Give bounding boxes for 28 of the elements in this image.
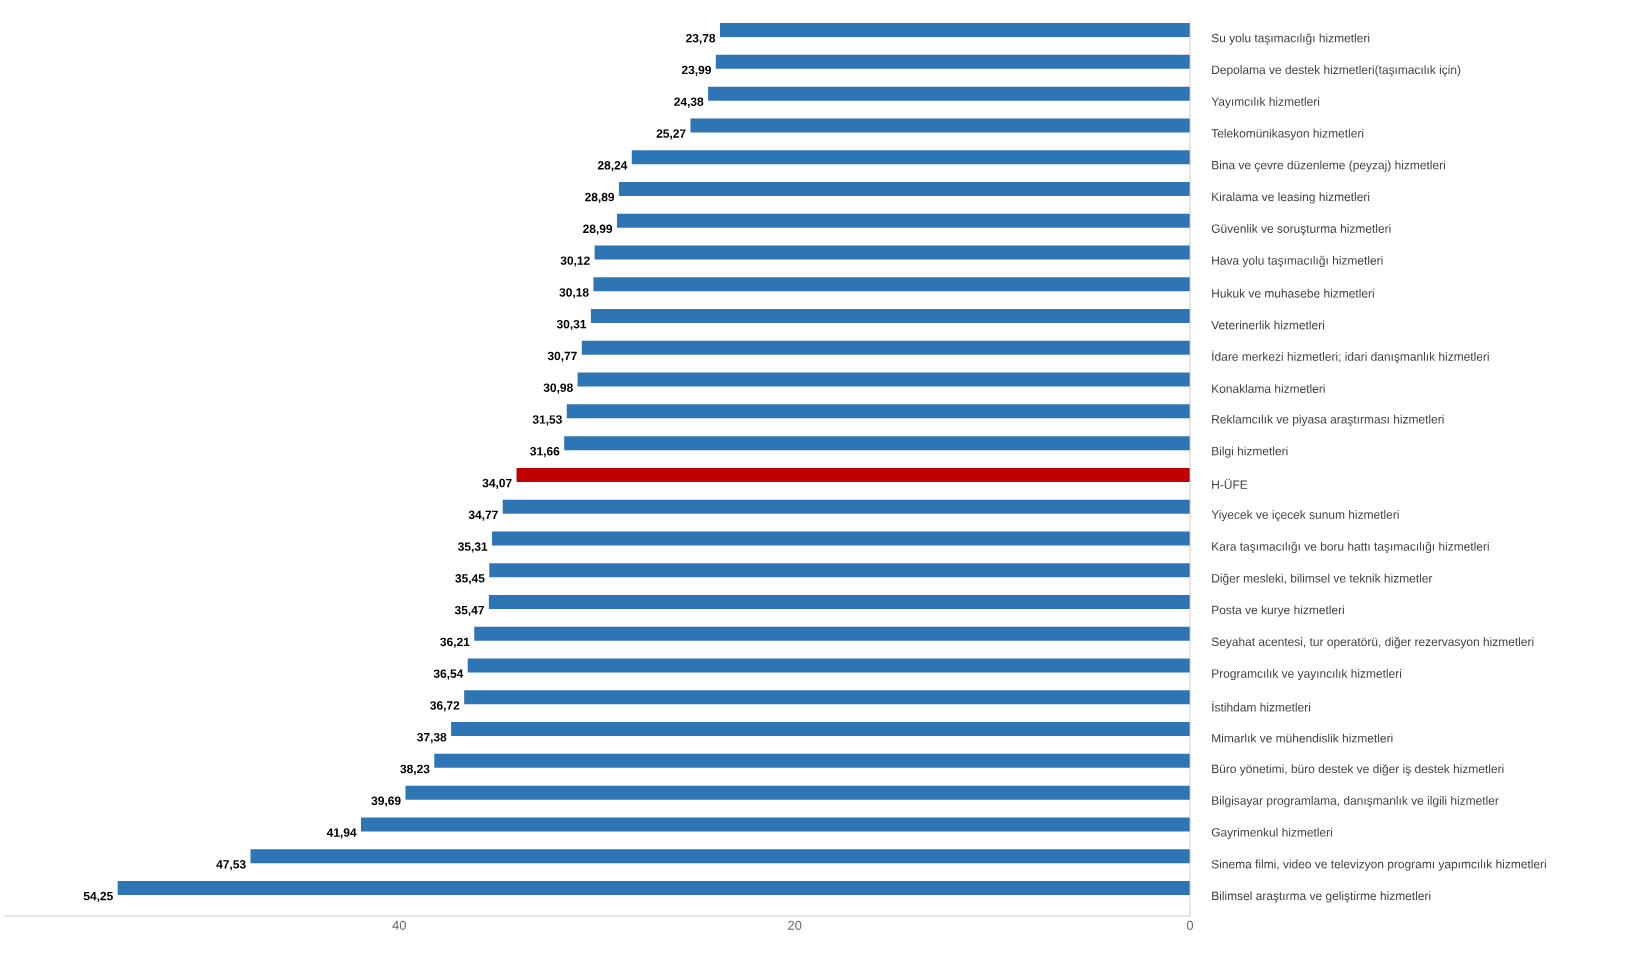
- bar: [631, 150, 1190, 165]
- bar: [616, 213, 1190, 228]
- bar: [516, 467, 1190, 482]
- bar: [488, 594, 1190, 609]
- bar: [590, 309, 1190, 324]
- bar: [502, 499, 1190, 514]
- bar: [690, 118, 1190, 133]
- bar: [618, 181, 1190, 196]
- bar: [715, 54, 1190, 69]
- bar: [464, 690, 1190, 705]
- bar: [577, 372, 1190, 387]
- bar: [117, 880, 1190, 895]
- bar: [434, 753, 1190, 768]
- bar: [489, 563, 1190, 578]
- bar: [360, 817, 1190, 832]
- bar: [564, 436, 1190, 451]
- bar: [405, 785, 1190, 800]
- bar: [250, 849, 1190, 864]
- bar: [467, 658, 1190, 673]
- bar: [708, 86, 1190, 101]
- bar: [451, 722, 1190, 737]
- bar: [719, 23, 1190, 38]
- bar: [593, 277, 1190, 292]
- bar: [594, 245, 1190, 260]
- bar: [474, 626, 1190, 641]
- bar: [492, 531, 1190, 546]
- bar: [581, 340, 1190, 355]
- bar: [566, 404, 1190, 419]
